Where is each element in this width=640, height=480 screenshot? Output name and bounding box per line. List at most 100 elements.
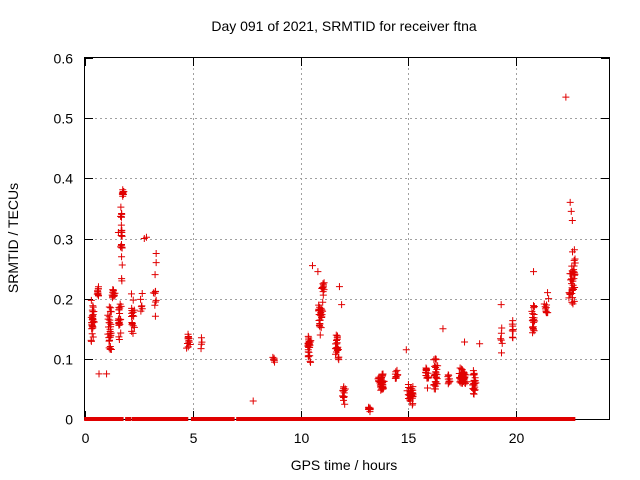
zero-data-point	[560, 417, 567, 421]
zero-data-point	[449, 417, 456, 421]
data-point	[341, 400, 349, 408]
data-point	[306, 357, 314, 365]
data-point	[114, 228, 122, 236]
data-point	[498, 339, 506, 347]
zero-data-point	[182, 417, 189, 421]
zero-data-point	[88, 417, 95, 421]
data-point	[320, 279, 328, 287]
x-tick-label: 20	[509, 430, 525, 446]
zero-data-point	[239, 417, 246, 421]
zero-data-point	[554, 417, 561, 421]
zero-data-point	[388, 417, 395, 421]
zero-data-point	[280, 417, 287, 421]
zero-data-point	[249, 417, 256, 421]
zero-data-point	[300, 417, 307, 421]
zero-data-point	[350, 417, 357, 421]
data-point	[108, 294, 116, 302]
data-point	[315, 311, 323, 319]
zero-data-point	[273, 417, 280, 421]
zero-data-point	[255, 417, 262, 421]
zero-data-point	[397, 417, 404, 421]
data-point	[87, 296, 95, 304]
data-point	[508, 327, 516, 335]
data-point	[545, 295, 553, 303]
zero-data-point	[331, 417, 338, 421]
zero-data-point	[218, 417, 225, 421]
data-point	[439, 325, 447, 333]
data-point	[87, 313, 95, 321]
zero-data-point	[242, 417, 249, 421]
data-point	[128, 319, 136, 327]
zero-data-point	[473, 417, 480, 421]
zero-data-point	[470, 417, 477, 421]
data-point	[530, 303, 538, 311]
data-point	[115, 336, 123, 344]
data-point	[402, 346, 410, 354]
data-point	[118, 277, 126, 285]
data-point	[87, 336, 95, 344]
zero-data-point	[283, 417, 290, 421]
data-point	[541, 305, 549, 313]
y-tick-label: 0.2	[54, 292, 74, 308]
data-point	[120, 188, 128, 196]
data-point	[317, 306, 325, 314]
zero-data-point	[222, 417, 229, 421]
data-point	[540, 300, 548, 308]
zero-data-point	[456, 417, 463, 421]
data-point	[571, 259, 579, 267]
zero-data-point	[534, 417, 541, 421]
x-tick-label: 15	[401, 430, 417, 446]
zero-data-point	[476, 417, 483, 421]
zero-data-point	[499, 417, 506, 421]
x-tick-label: 0	[82, 430, 90, 446]
data-point	[270, 354, 278, 362]
zero-data-point	[125, 417, 132, 421]
data-point	[332, 336, 340, 344]
zero-data-point	[225, 417, 232, 421]
data-point	[88, 322, 96, 330]
zero-data-point	[149, 417, 156, 421]
zero-data-point	[286, 417, 293, 421]
data-point	[458, 370, 466, 378]
zero-data-point	[131, 417, 138, 421]
data-point	[138, 302, 146, 310]
data-point	[129, 308, 137, 316]
data-point	[107, 304, 115, 312]
data-point	[497, 329, 505, 337]
data-point	[508, 333, 516, 341]
zero-data-point	[430, 417, 437, 421]
zero-data-point	[270, 417, 277, 421]
data-point	[115, 318, 123, 326]
zero-data-point	[452, 417, 459, 421]
data-point	[431, 362, 439, 370]
data-point	[304, 332, 312, 340]
x-axis-label: GPS time / hours	[291, 457, 398, 473]
y-axis-label: SRMTID / TECUs	[5, 183, 21, 293]
zero-data-point	[318, 417, 325, 421]
zero-data-point	[518, 417, 525, 421]
data-point	[152, 259, 160, 267]
data-point	[315, 322, 323, 330]
zero-data-point	[512, 417, 519, 421]
data-point	[116, 310, 124, 318]
data-point	[116, 300, 124, 308]
data-point	[314, 268, 322, 276]
data-point	[568, 275, 576, 283]
zero-data-point	[417, 417, 424, 421]
data-point	[186, 341, 194, 348]
zero-data-point	[427, 417, 434, 421]
data-point	[379, 378, 387, 386]
data-point	[430, 385, 438, 393]
data-point	[422, 364, 430, 372]
zero-data-point	[569, 417, 576, 421]
data-points-layer	[84, 93, 579, 421]
zero-data-point	[104, 417, 111, 421]
data-point	[332, 340, 340, 348]
data-point	[393, 366, 401, 374]
zero-data-point	[436, 417, 443, 421]
data-point	[305, 338, 313, 346]
zero-data-point	[492, 417, 499, 421]
data-point	[431, 372, 439, 380]
data-point	[378, 370, 386, 378]
